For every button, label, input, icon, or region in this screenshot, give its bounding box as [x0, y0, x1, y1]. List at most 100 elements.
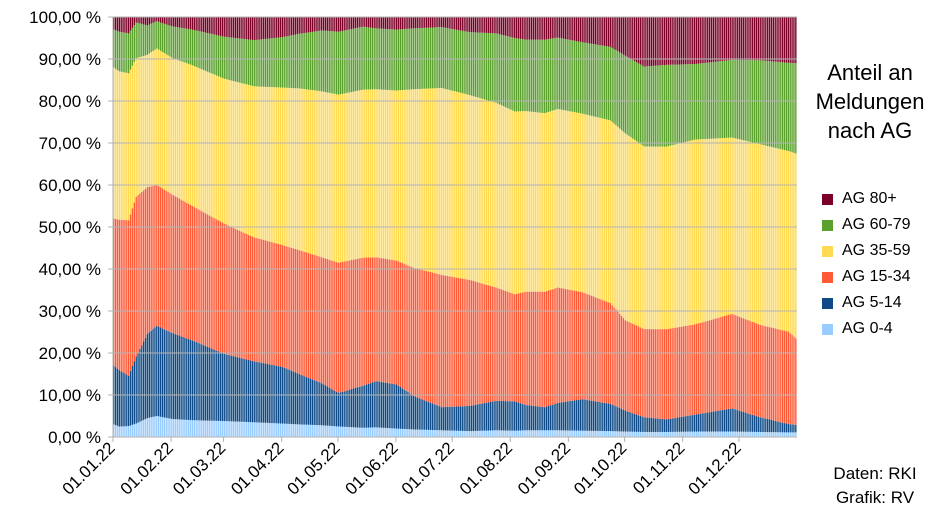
- bar-segment: [114, 30, 117, 69]
- bar-segment: [753, 415, 756, 432]
- bar-segment: [482, 98, 484, 284]
- bar-segment: [382, 258, 385, 383]
- bar-segment: [169, 418, 171, 437]
- bar-segment: [482, 430, 484, 437]
- bar-segment: [772, 328, 775, 421]
- bar-segment: [257, 362, 259, 423]
- bar-segment: [307, 253, 310, 378]
- bar-segment: [572, 290, 574, 401]
- bar-segment: [643, 417, 645, 432]
- bar-segment: [557, 37, 559, 109]
- bar-segment: [300, 17, 302, 34]
- bar-segment: [782, 432, 784, 437]
- bar-segment: [416, 268, 418, 398]
- bar-segment: [251, 17, 254, 40]
- bar-segment: [309, 17, 312, 33]
- bar-segment: [748, 17, 750, 61]
- bar-segment: [444, 275, 447, 408]
- bar-segment: [626, 17, 628, 57]
- bar-segment: [707, 431, 709, 437]
- bar-segment: [793, 432, 795, 437]
- bar-segment: [371, 427, 373, 437]
- bar-segment: [759, 324, 761, 418]
- bar-segment: [277, 17, 280, 38]
- bar-segment: [450, 276, 452, 407]
- legend-label-ag-5-14: AG 5-14: [842, 294, 902, 311]
- bar-segment: [163, 53, 165, 190]
- bar-segment: [562, 110, 565, 289]
- bar-segment: [718, 138, 720, 318]
- bar-segment: [521, 111, 523, 293]
- bar-segment: [648, 417, 651, 432]
- bar-segment: [618, 128, 621, 314]
- bar-segment: [120, 426, 122, 437]
- bar-segment: [201, 211, 203, 345]
- bar-segment: [470, 95, 473, 281]
- bar-segment: [420, 17, 422, 28]
- bar-segment: [315, 255, 317, 381]
- bar-segment: [678, 143, 681, 327]
- bar-segment: [124, 32, 126, 73]
- bar-segment: [440, 430, 443, 437]
- bar-segment: [337, 262, 340, 393]
- bar-segment: [221, 353, 224, 421]
- bar-segment: [740, 17, 743, 60]
- bar-segment: [647, 431, 649, 437]
- bar-segment: [774, 420, 776, 433]
- bar-segment: [397, 17, 400, 30]
- bar-segment: [343, 93, 345, 262]
- bar-segment: [750, 142, 752, 322]
- bar-segment: [579, 41, 582, 114]
- bar-segment: [193, 66, 195, 208]
- bar-segment: [304, 376, 306, 425]
- bar-segment: [154, 17, 156, 23]
- bar-segment: [142, 190, 145, 342]
- bar-segment: [180, 61, 182, 200]
- bar-segment: [216, 17, 218, 36]
- bar-segment: [752, 431, 754, 437]
- bar-segment: [118, 370, 121, 427]
- bar-segment: [707, 412, 709, 432]
- bar-segment: [562, 402, 565, 431]
- bar-segment: [118, 31, 121, 72]
- bar-segment: [189, 420, 192, 437]
- bar-segment: [223, 421, 225, 437]
- bar-segment: [167, 55, 169, 192]
- bar-segment: [495, 287, 497, 401]
- bar-segment: [588, 400, 591, 431]
- bar-segment: [146, 54, 149, 188]
- bar-segment: [744, 17, 746, 61]
- bar-segment: [738, 316, 741, 411]
- bar-segment: [489, 33, 492, 102]
- bar-segment: [435, 17, 437, 28]
- bar-segment: [167, 191, 169, 332]
- bar-segment: [733, 17, 735, 60]
- bar-segment: [639, 327, 641, 416]
- bar-segment: [532, 430, 535, 437]
- bar-segment: [330, 260, 332, 389]
- bar-segment: [148, 417, 150, 437]
- bar-segment: [319, 17, 321, 31]
- bar-segment: [652, 418, 655, 432]
- bar-segment: [157, 186, 160, 327]
- bar-segment: [722, 17, 724, 61]
- bar-segment: [440, 87, 443, 275]
- bar-segment: [564, 110, 567, 289]
- bar-segment: [581, 399, 583, 431]
- bar-segment: [500, 401, 503, 431]
- bar-segment: [693, 64, 696, 140]
- bar-segment: [705, 412, 707, 432]
- bar-segment: [710, 319, 713, 412]
- x-tick-label: 01.12.22: [684, 438, 744, 498]
- bar-segment: [255, 422, 257, 437]
- bar-segment: [362, 257, 364, 386]
- bar-segment: [364, 17, 366, 27]
- bar-segment: [201, 31, 203, 70]
- bar-segment: [712, 138, 715, 320]
- legend-swatch-ag-35-59: [822, 245, 833, 257]
- bar-segment: [633, 61, 636, 140]
- bar-segment: [159, 17, 162, 23]
- bar-segment: [517, 293, 520, 403]
- bar-segment: [534, 406, 537, 431]
- bar-segment: [403, 17, 405, 30]
